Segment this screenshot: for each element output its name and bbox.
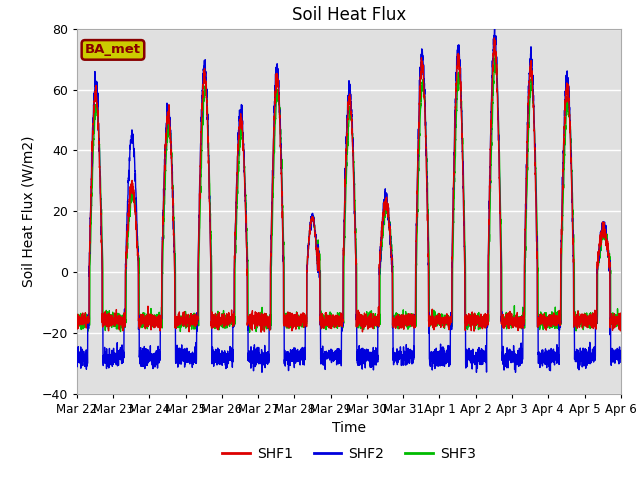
- SHF1: [171, 265, 179, 271]
- SHF2: [171, 257, 179, 263]
- SHF2: [440, 363, 448, 369]
- SHF3: [492, 51, 499, 57]
- SHF2: [616, 349, 624, 355]
- SHF1: [257, 329, 265, 335]
- Line: SHF3: SHF3: [77, 54, 621, 332]
- SHF1: [490, 35, 498, 41]
- SHF3: [73, 311, 81, 317]
- SHF3: [246, 329, 253, 335]
- SHF1: [329, 317, 337, 323]
- SHF1: [471, 316, 479, 322]
- SHF2: [328, 348, 336, 353]
- SHF1: [617, 320, 625, 326]
- Y-axis label: Soil Heat Flux (W/m2): Soil Heat Flux (W/m2): [22, 135, 36, 287]
- SHF2: [491, 25, 499, 31]
- SHF2: [73, 356, 81, 362]
- Title: Soil Heat Flux: Soil Heat Flux: [292, 6, 406, 24]
- X-axis label: Time: Time: [332, 421, 366, 435]
- Text: BA_met: BA_met: [85, 43, 141, 56]
- SHF1: [502, 322, 509, 328]
- Line: SHF2: SHF2: [77, 28, 621, 372]
- SHF2: [472, 370, 480, 375]
- SHF2: [502, 363, 509, 369]
- SHF3: [502, 312, 509, 318]
- SHF3: [441, 323, 449, 328]
- Legend: SHF1, SHF2, SHF3: SHF1, SHF2, SHF3: [216, 442, 481, 467]
- SHF2: [617, 360, 625, 365]
- Line: SHF1: SHF1: [77, 38, 621, 332]
- SHF1: [616, 310, 624, 316]
- SHF3: [471, 314, 479, 320]
- SHF3: [171, 237, 179, 243]
- SHF1: [441, 323, 449, 329]
- SHF1: [73, 312, 81, 318]
- SHF3: [617, 318, 625, 324]
- SHF3: [616, 316, 624, 322]
- SHF3: [329, 319, 337, 325]
- SHF2: [471, 353, 479, 359]
